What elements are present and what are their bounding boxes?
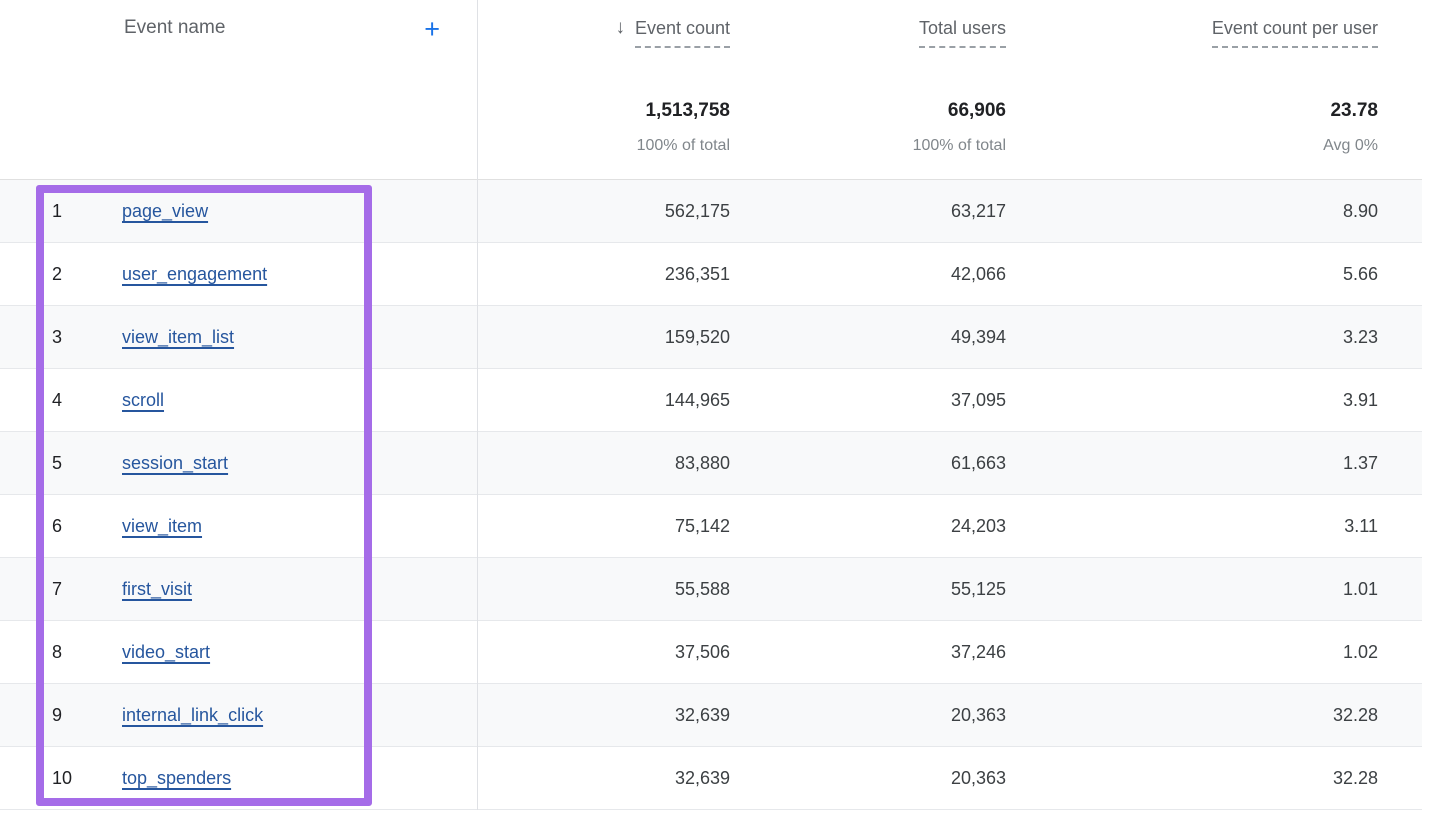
event-name-cell: 10 top_spenders: [0, 747, 480, 809]
row-index: 1: [52, 200, 63, 221]
total-users-header-label: Total users: [918, 16, 1006, 48]
total-users-value: 20,363: [950, 704, 1006, 725]
total-users-total: 66,906: [947, 100, 1006, 121]
table-row: 10 top_spenders 32,639 20,363 32.28: [0, 747, 1422, 810]
row-index: 2: [52, 263, 63, 284]
table-row: 8 video_start 37,506 37,246 1.02: [0, 621, 1422, 684]
event-name-cell: 4 scroll: [0, 369, 480, 431]
table-row: 6 view_item 75,142 24,203 3.11: [0, 495, 1422, 558]
event-count-summary: 100% of total: [636, 137, 730, 154]
event-count-total: 1,513,758: [645, 100, 730, 121]
event-count-per-user-header-cell: Event count per user 23.78 Avg 0%: [1026, 0, 1422, 179]
event-count-per-user-value: 5.66: [1342, 263, 1378, 284]
event-count-per-user-value: 3.11: [1344, 515, 1378, 536]
row-index: 3: [52, 326, 63, 347]
total-users-value: 42,066: [950, 263, 1006, 284]
total-users-value: 37,095: [950, 389, 1006, 410]
event-count-value: 32,639: [674, 767, 730, 788]
event-count-header-cell: ↓ Event count 1,513,758 100% of total: [480, 0, 750, 179]
event-name-cell: 6 view_item: [0, 495, 480, 557]
table-row: 5 session_start 83,880 61,663 1.37: [0, 432, 1422, 495]
event-count-per-user-value: 3.91: [1342, 389, 1378, 410]
event-count-value: 32,639: [674, 704, 730, 725]
add-column-button[interactable]: +: [424, 14, 440, 44]
total-users-value: 49,394: [950, 326, 1006, 347]
table-row: 4 scroll 144,965 37,095 3.91: [0, 369, 1422, 432]
row-index: 9: [52, 704, 63, 725]
table-row: 3 view_item_list 159,520 49,394 3.23: [0, 306, 1422, 369]
table-row: 2 user_engagement 236,351 42,066 5.66: [0, 243, 1422, 306]
event-count-per-user-header-label: Event count per user: [1211, 16, 1378, 48]
event-name-cell: 8 video_start: [0, 621, 480, 683]
sort-descending-icon: ↓: [615, 17, 625, 38]
event-count-value: 75,142: [674, 515, 730, 536]
event-name-column-header: Event name: [124, 17, 226, 38]
event-count-value: 159,520: [664, 326, 730, 347]
event-name-link[interactable]: page_view: [122, 200, 209, 221]
row-index: 6: [52, 515, 63, 536]
event-name-link[interactable]: view_item_list: [122, 326, 235, 347]
row-index: 8: [52, 641, 63, 662]
event-count-per-user-value: 8.90: [1342, 200, 1378, 221]
total-users-value: 63,217: [950, 200, 1006, 221]
total-users-value: 55,125: [950, 578, 1006, 599]
event-count-per-user-value: 1.01: [1342, 578, 1378, 599]
event-name-cell: 1 page_view: [0, 180, 480, 242]
event-count-value: 83,880: [674, 452, 730, 473]
event-name-link[interactable]: first_visit: [122, 578, 193, 599]
event-count-header-label: Event count: [634, 16, 730, 48]
event-count-per-user-column-header[interactable]: Event count per user: [1211, 16, 1378, 48]
event-count-value: 55,588: [674, 578, 730, 599]
row-index: 4: [52, 389, 63, 410]
total-users-value: 61,663: [950, 452, 1006, 473]
column-divider: [477, 0, 478, 810]
event-name-link[interactable]: scroll: [122, 389, 165, 410]
event-count-per-user-total: 23.78: [1330, 100, 1378, 121]
event-count-per-user-value: 32.28: [1332, 767, 1378, 788]
event-count-per-user-value: 3.23: [1342, 326, 1378, 347]
table-row: 7 first_visit 55,588 55,125 1.01: [0, 558, 1422, 621]
total-users-column-header[interactable]: Total users: [918, 16, 1006, 48]
table-body: 1 page_view 562,175 63,217 8.90 2 user_e…: [0, 180, 1422, 810]
row-index: 5: [52, 452, 63, 473]
event-name-cell: 9 internal_link_click: [0, 684, 480, 746]
total-users-header-cell: Total users 66,906 100% of total: [750, 0, 1026, 179]
total-users-value: 24,203: [950, 515, 1006, 536]
total-users-summary: 100% of total: [912, 137, 1006, 154]
event-count-column-header[interactable]: ↓ Event count: [615, 16, 730, 48]
event-count-per-user-summary: Avg 0%: [1323, 137, 1378, 154]
table-header-row: Event name + ↓ Event count 1,513,758 100…: [0, 0, 1422, 180]
event-name-link[interactable]: session_start: [122, 452, 229, 473]
event-count-per-user-value: 1.37: [1342, 452, 1378, 473]
event-name-cell: 7 first_visit: [0, 558, 480, 620]
event-count-value: 236,351: [664, 263, 730, 284]
table-row: 9 internal_link_click 32,639 20,363 32.2…: [0, 684, 1422, 747]
row-index: 10: [52, 767, 73, 788]
event-name-cell: 5 session_start: [0, 432, 480, 494]
event-count-value: 37,506: [674, 641, 730, 662]
event-name-cell: 3 view_item_list: [0, 306, 480, 368]
event-name-header-cell: Event name +: [0, 0, 480, 179]
event-count-value: 562,175: [664, 200, 730, 221]
event-name-link[interactable]: view_item: [122, 515, 203, 536]
table-row: 1 page_view 562,175 63,217 8.90: [0, 180, 1422, 243]
event-name-link[interactable]: user_engagement: [122, 263, 268, 284]
event-name-link[interactable]: top_spenders: [122, 767, 232, 788]
event-count-value: 144,965: [664, 389, 730, 410]
event-count-per-user-value: 32.28: [1332, 704, 1378, 725]
total-users-value: 20,363: [950, 767, 1006, 788]
row-index: 7: [52, 578, 63, 599]
event-name-link[interactable]: video_start: [122, 641, 211, 662]
total-users-value: 37,246: [950, 641, 1006, 662]
event-name-link[interactable]: internal_link_click: [122, 704, 264, 725]
event-count-per-user-value: 1.02: [1342, 641, 1378, 662]
event-name-cell: 2 user_engagement: [0, 243, 480, 305]
